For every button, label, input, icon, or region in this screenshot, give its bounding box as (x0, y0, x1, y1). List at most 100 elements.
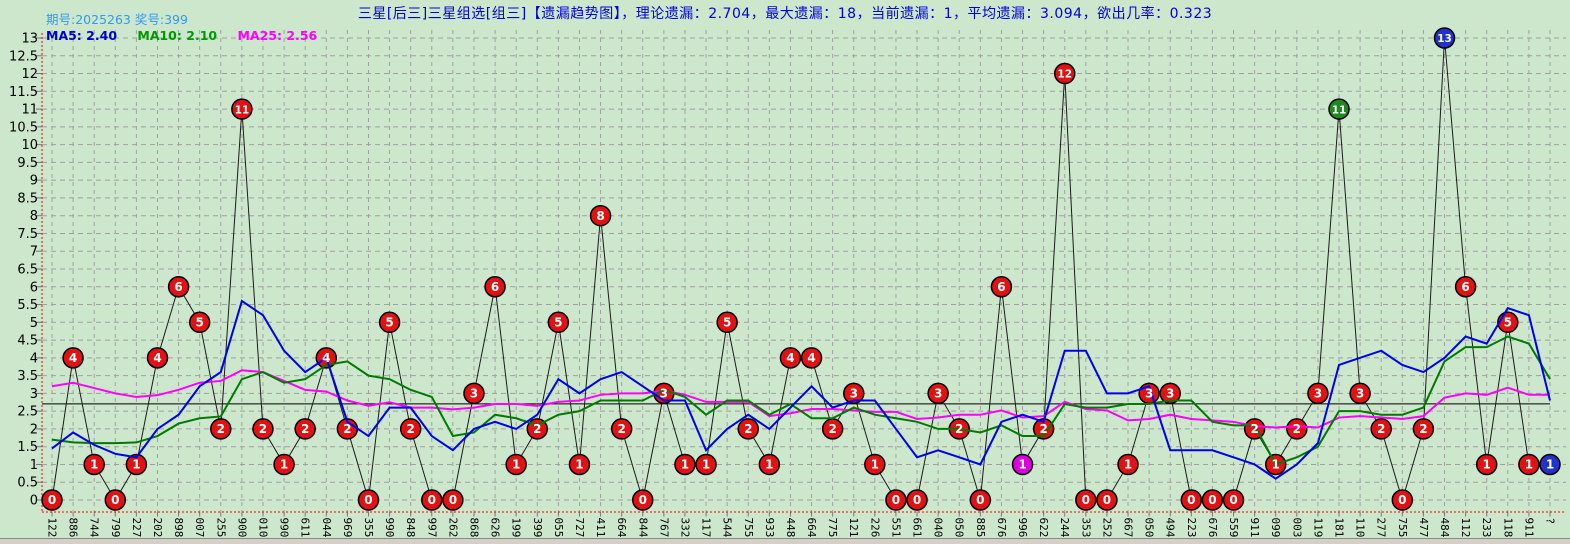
data-point-value: 5 (723, 316, 731, 330)
x-axis-label: 969 (341, 518, 354, 538)
y-axis-label: 2.5 (17, 405, 38, 420)
data-point-value: 0 (1398, 493, 1406, 507)
data-point-value: 2 (1039, 422, 1047, 436)
y-axis-label: 4 (30, 351, 38, 366)
x-axis-label: 676 (1206, 518, 1219, 538)
data-point-value: 4 (786, 351, 794, 365)
x-axis-label: 933 (763, 518, 776, 538)
data-point-value: 3 (1314, 387, 1322, 401)
data-point-marker (1159, 382, 1181, 405)
x-axis-label: 755 (742, 518, 755, 538)
x-axis-label: 799 (109, 518, 122, 538)
x-axis-label: 767 (657, 518, 670, 538)
page-title: 三星[后三]三星组选[组三]【遗漏趋势图】，理论遗漏：2.704，最大遗漏：18… (357, 6, 1213, 22)
ma10-value: 2.10 (186, 28, 218, 43)
data-point-value: 2 (406, 422, 414, 436)
data-point-marker (568, 453, 591, 476)
ma25-label: MA25: (237, 28, 282, 43)
data-point-value: 6 (1461, 280, 1469, 294)
data-point-marker (1307, 382, 1329, 405)
x-axis-label: 117 (700, 518, 713, 538)
x-axis-label: 244 (1058, 518, 1071, 538)
x-axis-label: 727 (573, 518, 586, 538)
x-axis-label: 622 (1037, 518, 1050, 538)
data-point-value: 1 (132, 458, 140, 472)
data-point-marker (1053, 62, 1076, 85)
data-point-marker (927, 382, 949, 405)
axis-frame (41, 33, 1566, 513)
x-axis-label: 277 (1375, 518, 1388, 538)
x-axis-label: 353 (1079, 518, 1092, 538)
x-axis-label: 050 (1143, 518, 1156, 538)
x-axis-label: 667 (1122, 518, 1135, 538)
bottom-strip (0, 538, 1570, 544)
data-point-value: 2 (1377, 422, 1385, 436)
x-axis-label: 494 (1164, 518, 1177, 538)
data-point-value: 3 (1166, 387, 1174, 401)
x-axis-label: 661 (911, 518, 924, 538)
data-point-value: 5 (196, 316, 204, 330)
data-point-marker (1075, 489, 1097, 511)
data-point-value: 4 (322, 351, 330, 365)
data-point-marker (505, 453, 527, 476)
x-axis-label: 010 (256, 518, 269, 538)
data-point-marker (273, 453, 295, 476)
x-axis-label: 255 (214, 518, 227, 538)
data-point-value: 13 (1437, 33, 1452, 45)
data-point-value: 6 (174, 280, 182, 294)
ma10-legend-item: MA10: 2.10 (137, 28, 217, 43)
y-axis-label: 0 (30, 494, 38, 509)
data-point-marker (632, 489, 654, 511)
ma5-label: MA5: (46, 28, 82, 43)
data-point-marker (885, 489, 907, 511)
data-point-value: 2 (533, 422, 541, 436)
data-point-marker (41, 489, 63, 511)
data-point-value: 0 (1229, 493, 1237, 507)
y-axis-label: 6 (30, 280, 38, 295)
x-axis-label: 110 (1354, 518, 1367, 538)
x-axis-label: 119 (1311, 518, 1324, 538)
grid-lines (36, 30, 1566, 517)
data-point-marker (125, 453, 148, 476)
data-point-value: 2 (1250, 422, 1258, 436)
x-axis-label: 226 (868, 518, 881, 538)
data-point-value: 5 (385, 316, 393, 330)
y-axis-label: 0.5 (17, 476, 38, 491)
issue-number-label: 期号:2025263 奖号:399 (46, 12, 188, 27)
data-point-marker (842, 382, 865, 405)
x-axis-label: 676 (995, 518, 1008, 538)
data-point-marker (83, 453, 105, 476)
x-axis-label: 551 (889, 518, 902, 538)
data-point-value: 3 (1145, 387, 1153, 401)
data-point-value: 5 (554, 316, 562, 330)
data-point-marker (421, 489, 443, 511)
data-point-marker (589, 204, 612, 227)
ma5-line (51, 299, 1551, 480)
x-axis-label: 559 (1227, 518, 1240, 538)
data-point-value: 0 (428, 493, 436, 507)
x-axis-label: 411 (594, 518, 607, 538)
data-point-marker (1286, 418, 1308, 440)
data-point-value: 11 (1332, 104, 1347, 116)
data-point-value: 0 (111, 493, 119, 507)
x-axis-label: 544 (721, 518, 734, 538)
data-point-value: 1 (681, 458, 689, 472)
y-axis-label: 12.5 (9, 49, 38, 64)
x-axis-label: 996 (1016, 518, 1029, 538)
data-point-value: 2 (744, 422, 752, 436)
data-point-marker (399, 418, 422, 440)
x-axis-label: 252 (1100, 518, 1113, 538)
x-axis-label: 611 (299, 518, 312, 538)
data-point-value: 0 (48, 493, 56, 507)
x-axis-label: 332 (678, 518, 691, 538)
x-axis-label: 755 (1396, 518, 1409, 538)
data-point-value: 1 (280, 458, 288, 472)
x-axis-label: 181 (1333, 518, 1346, 538)
data-point-value: 2 (1419, 422, 1427, 436)
data-point-marker (1117, 453, 1139, 476)
data-point-marker (1328, 98, 1350, 120)
x-axis-labels: 122 886 744 799 227 202 898 007 255 900 010 990 611 0… (46, 518, 1557, 538)
data-point-marker (1412, 418, 1435, 440)
